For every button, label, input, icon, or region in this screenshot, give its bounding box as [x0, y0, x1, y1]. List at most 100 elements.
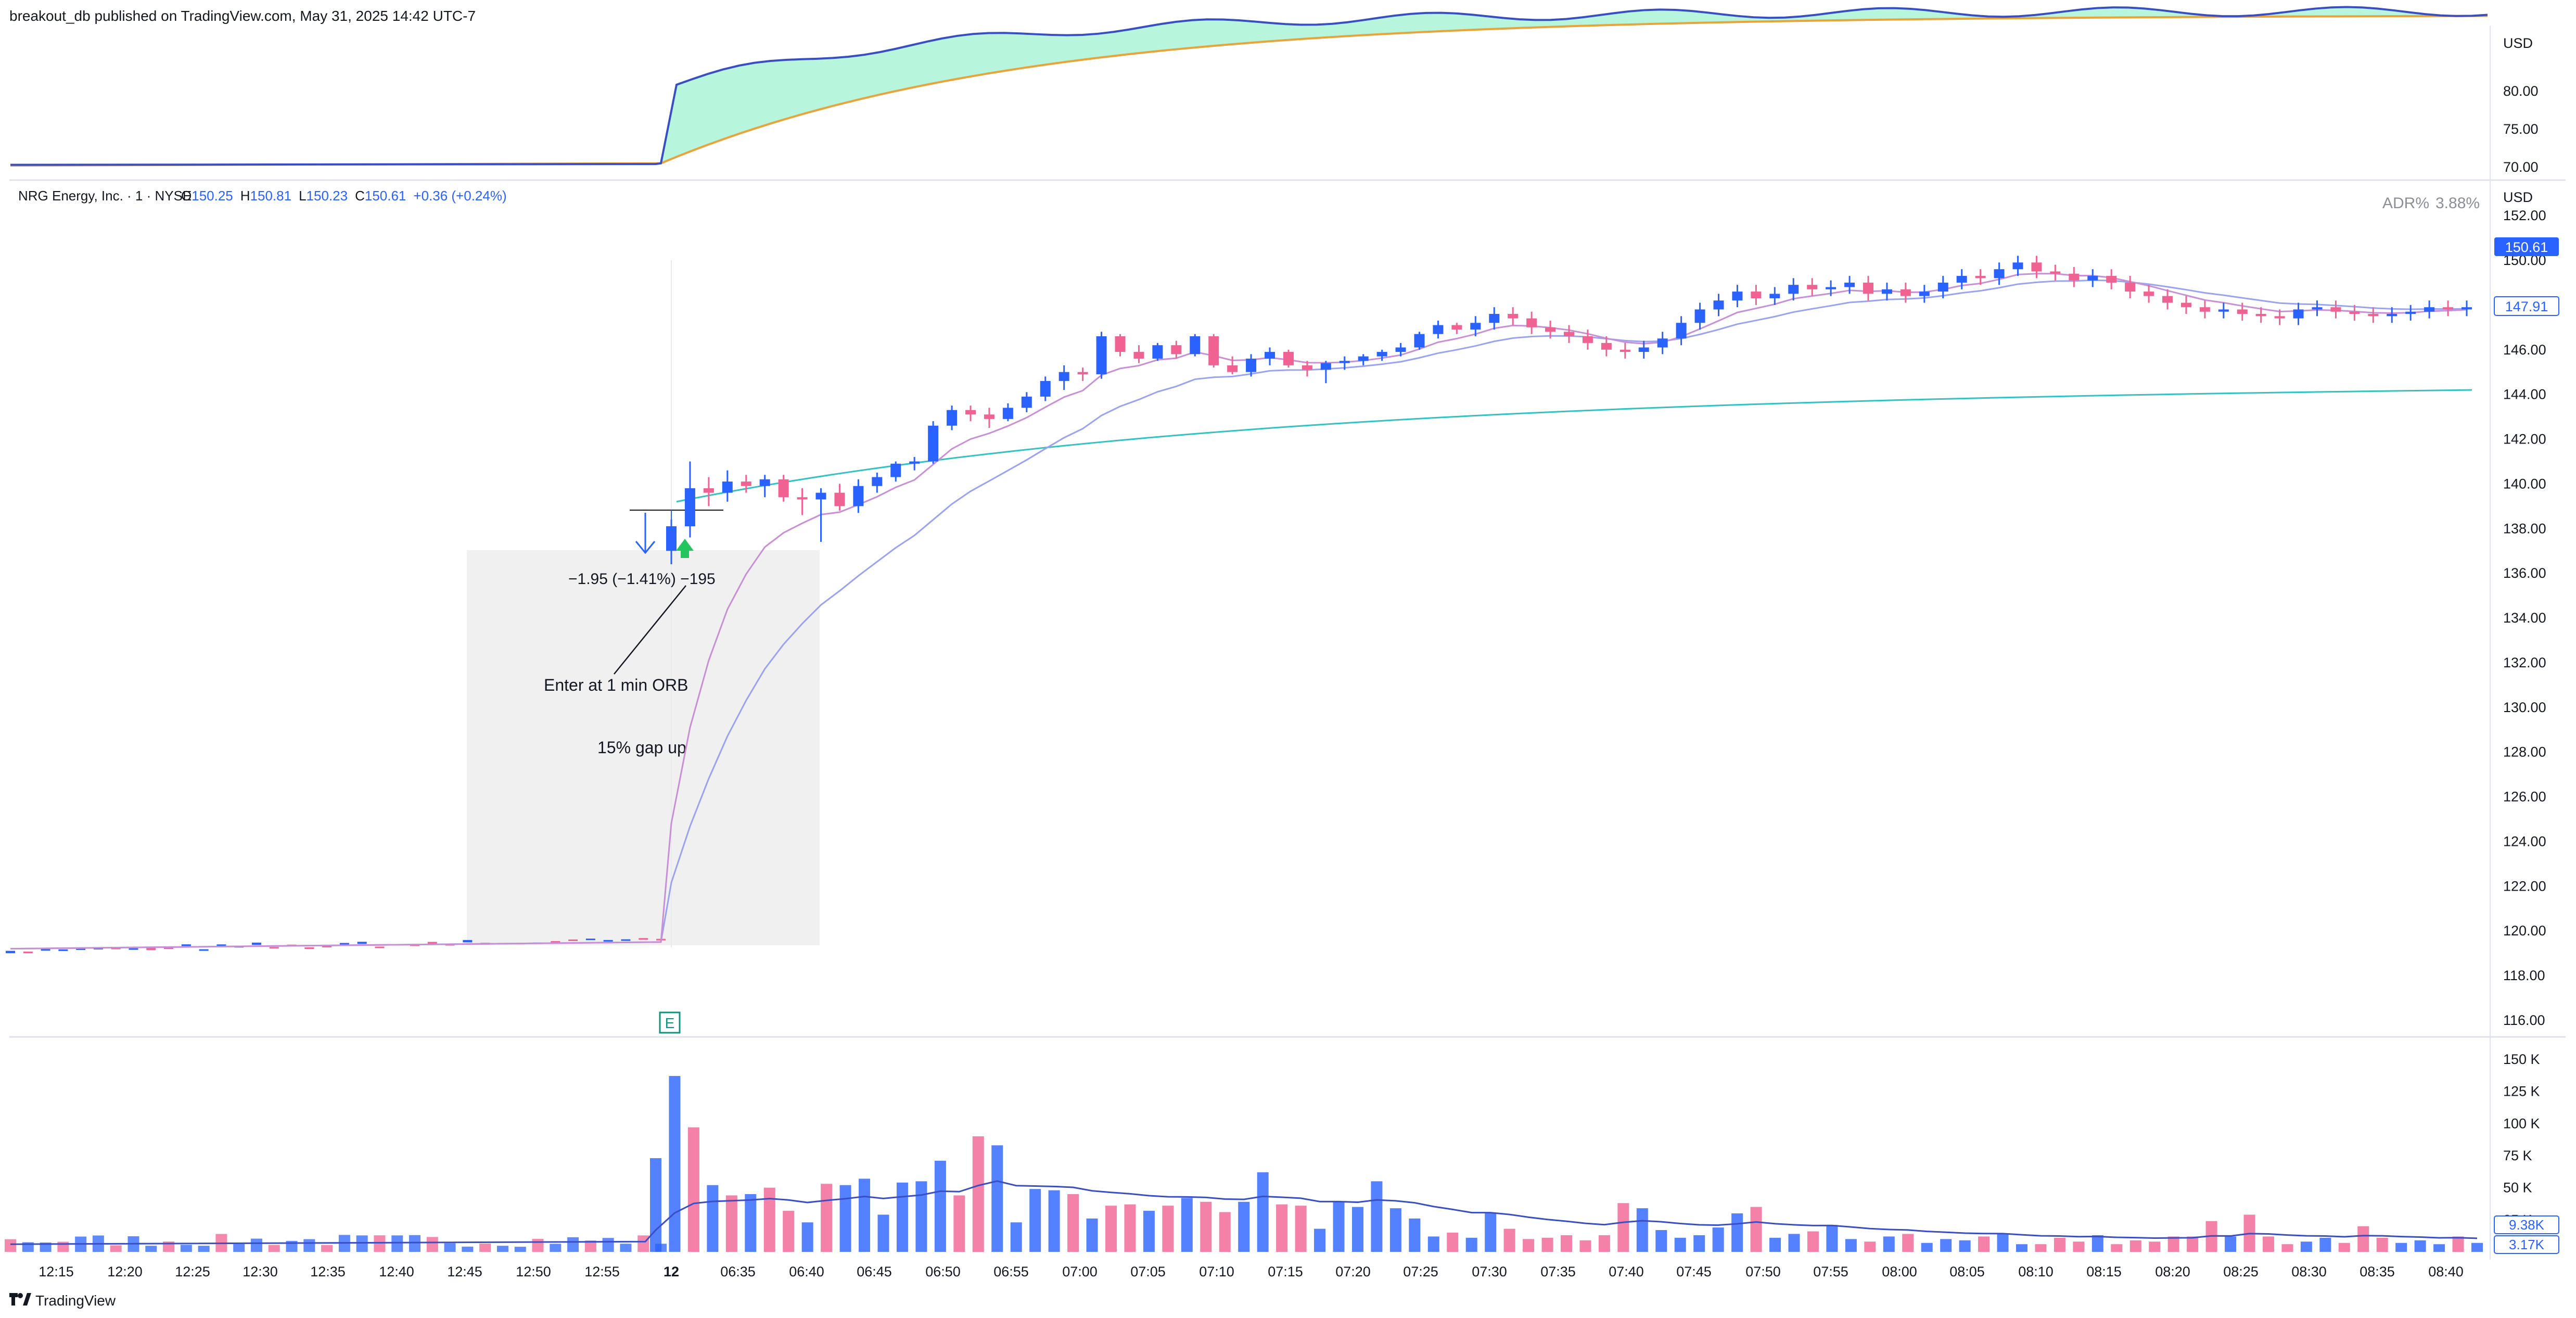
candle-body: [2106, 276, 2117, 283]
candle-body: [853, 486, 864, 506]
premarket-candle: [568, 939, 578, 941]
candle-body: [666, 526, 677, 551]
candle-body: [1433, 325, 1444, 334]
volume-bar: [1579, 1240, 1591, 1252]
volume-bar: [303, 1239, 315, 1252]
time-tick-label: 12:55: [584, 1264, 620, 1279]
price-tick-label: 144.00: [2503, 387, 2546, 402]
candle-body: [1077, 372, 1088, 374]
volume-bar: [1219, 1212, 1231, 1252]
price-tick-label: 138.00: [2503, 521, 2546, 536]
volume-bar: [391, 1235, 403, 1252]
volume-bar: [444, 1243, 456, 1252]
volume-bar: [496, 1246, 508, 1252]
entry-arrow: [614, 585, 686, 675]
candle-body: [1208, 336, 1219, 365]
premarket-candle: [41, 949, 50, 951]
time-tick-label: 07:25: [1403, 1264, 1438, 1279]
time-tick-label: 06:55: [993, 1264, 1029, 1279]
candle-body: [1937, 282, 1948, 292]
candle-body: [2462, 307, 2472, 310]
volume-bar: [602, 1238, 614, 1252]
premarket-candle: [339, 943, 349, 945]
time-tick-label: 07:55: [1813, 1264, 1848, 1279]
ma-long-line: [676, 389, 2472, 503]
volume-bar: [426, 1237, 438, 1252]
indicator-pane: [10, 6, 2488, 167]
entry-note: Enter at 1 min ORB: [544, 676, 688, 694]
candle-body: [1358, 356, 1369, 361]
price-currency-label: USD: [2503, 189, 2533, 205]
volume-bar: [321, 1245, 333, 1252]
candle-body: [1956, 276, 1967, 283]
volume-bar: [1485, 1213, 1497, 1252]
indicator-tick-label: 75.00: [2503, 121, 2539, 137]
candle-body: [984, 414, 994, 419]
time-tick-label: 12:35: [310, 1264, 346, 1279]
volume-tick-label: 75 K: [2503, 1148, 2532, 1163]
volume-bar: [1598, 1235, 1610, 1252]
volume-bar: [2433, 1244, 2445, 1252]
premarket-candle: [111, 947, 121, 949]
time-tick-label: 07:30: [1472, 1264, 1507, 1279]
candle-body: [2443, 307, 2454, 310]
volume-bar: [550, 1244, 562, 1252]
volume-bar: [2300, 1241, 2312, 1252]
volume-bar: [1655, 1230, 1667, 1252]
premarket-candle: [639, 938, 648, 940]
candle-body: [2312, 307, 2323, 310]
candle-body: [1376, 352, 1387, 357]
volume-bar: [1523, 1239, 1535, 1252]
volume-bar: [707, 1185, 719, 1252]
volume-bar: [250, 1238, 262, 1252]
candle-body: [909, 461, 920, 464]
volume-label-blue2: 3.17K: [2494, 1235, 2559, 1254]
volume-bars: [5, 1076, 2483, 1252]
volume-bar: [2016, 1244, 2027, 1252]
volume-bar: [2149, 1241, 2161, 1252]
price-tick-label: 140.00: [2503, 476, 2546, 491]
price-pane: [6, 256, 2472, 954]
volume-bar: [1427, 1236, 1439, 1252]
time-tick-label: 07:00: [1062, 1264, 1098, 1279]
time-tick-label: 07:05: [1130, 1264, 1166, 1279]
volume-bar: [1826, 1225, 1838, 1252]
time-tick-label: 12:50: [516, 1264, 551, 1279]
published-caption: breakout_db published on TradingView.com…: [9, 8, 476, 24]
indicator-fill-area: [661, 7, 2488, 163]
volume-bar: [783, 1211, 795, 1252]
candle-body: [1508, 314, 1519, 319]
time-tick-label: 07:45: [1676, 1264, 1712, 1279]
premarket-candle: [375, 946, 385, 948]
volume-bar: [2262, 1236, 2274, 1252]
volume-bar: [1959, 1240, 1971, 1252]
candle-body: [741, 481, 751, 486]
price-tick-label: 146.00: [2503, 342, 2546, 358]
price-axis-ticks: 152.00150.00148.00146.00144.00142.00140.…: [2503, 208, 2546, 1028]
volume-bar: [198, 1246, 210, 1252]
volume-bar: [1921, 1243, 1933, 1252]
candle-body: [1227, 365, 1238, 372]
premarket-candle: [585, 939, 595, 941]
ma-price-label: 147.91: [2494, 296, 2559, 316]
volume-bar: [1238, 1201, 1250, 1252]
premarket-candle: [181, 944, 191, 946]
candle-body: [1152, 345, 1163, 359]
volume-bar: [233, 1244, 245, 1252]
candle-body: [2237, 309, 2248, 314]
volume-bar: [1143, 1211, 1155, 1252]
brand-name: TradingView: [35, 1292, 116, 1309]
earnings-badge[interactable]: E: [659, 1011, 681, 1034]
candle-body: [1732, 292, 1743, 301]
premarket-candle: [269, 947, 279, 949]
volume-bar: [1048, 1190, 1060, 1252]
volume-bar: [1693, 1235, 1705, 1252]
price-tick-label: 116.00: [2503, 1012, 2545, 1028]
open-label: O: [181, 188, 192, 204]
premarket-candle: [164, 947, 174, 949]
candle-body: [1096, 336, 1107, 374]
candle-body: [2199, 307, 2210, 312]
volume-bar: [687, 1127, 699, 1252]
candle-body: [1133, 352, 1144, 359]
close-value: 150.61: [365, 188, 406, 204]
